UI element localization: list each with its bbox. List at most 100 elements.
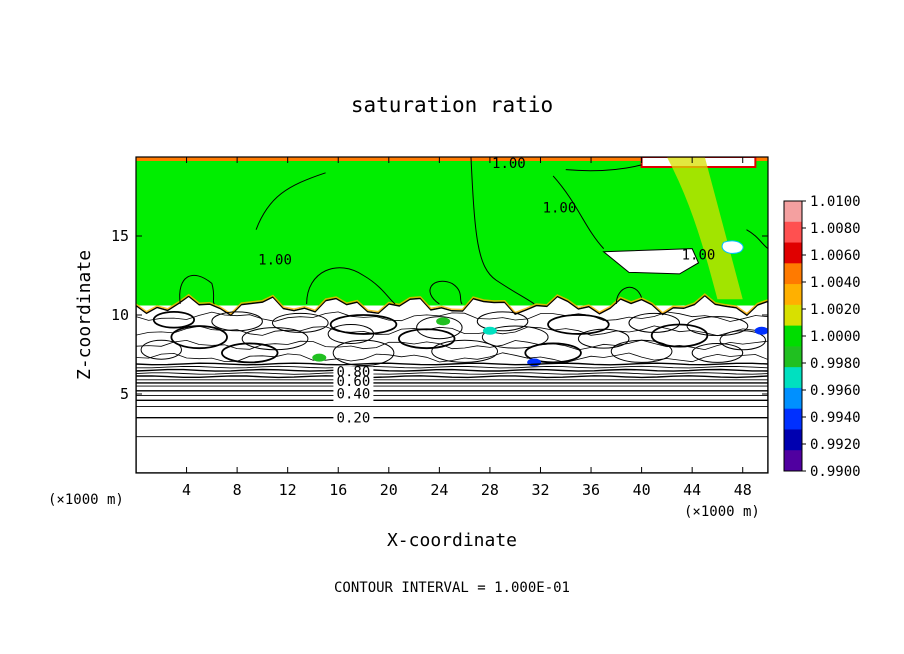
supersaturated-region (136, 157, 768, 306)
colorbar-swatch-12 (784, 450, 802, 472)
colorbar-swatch-6 (784, 325, 802, 347)
colorbar-label-4: 1.0020 (810, 302, 861, 318)
x-tick-label-8: 36 (582, 481, 600, 499)
cloud-contour-20 (431, 339, 499, 363)
contour-label-bg-6 (333, 388, 374, 402)
colorbar: 1.0100 1.0080 1.0060 1.0040 1.0020 1.0000 0.99… (783, 194, 861, 480)
strat-contour-2 (136, 368, 768, 372)
y-axis-ticks: 5 10 15 (111, 227, 768, 403)
cloud-contour-18 (221, 342, 279, 364)
strat-contour-3 (136, 372, 768, 375)
cloud-contour-15 (650, 323, 709, 348)
cloud-patch-0 (312, 353, 327, 362)
x-tick-label-5: 24 (430, 481, 448, 499)
colorbar-label-10: 0.9900 (810, 464, 861, 480)
upper-contour-0 (255, 172, 326, 230)
colorbar-swatch-11 (784, 429, 802, 451)
colorbar-swatch-9 (784, 387, 802, 410)
cloud-contour-5 (476, 311, 529, 332)
contour-label-7: 0.20 (337, 410, 371, 426)
x-tick-label-11: 48 (734, 481, 752, 499)
x-tick-label-2: 12 (279, 481, 297, 499)
colorbar-label-1: 1.0080 (810, 221, 861, 237)
x-tick-label-4: 20 (380, 481, 398, 499)
contour-label-0: 1.00 (492, 156, 526, 172)
cloud-patch-2 (436, 317, 451, 326)
cloud-contour-12 (398, 328, 456, 350)
y-tick-label-1: 10 (111, 306, 129, 324)
colorbar-swatch-10 (784, 408, 802, 430)
cloud-wave-2 (136, 339, 768, 351)
x-tick-label-1: 8 (233, 481, 242, 499)
colorbar-label-5: 1.0000 (810, 329, 861, 345)
x-tick-label-6: 28 (481, 481, 499, 499)
cloud-patch-1 (482, 326, 497, 335)
upper-contour-3 (470, 157, 535, 305)
colorbar-label-0: 1.0100 (810, 194, 861, 210)
upper-contour-5 (565, 164, 642, 172)
strat-contour-0 (136, 362, 768, 366)
contour-label-1: 1.00 (543, 200, 577, 216)
x-axis-label: X-coordinate (387, 530, 517, 551)
y-tick-label-0: 5 (120, 385, 129, 403)
upper-contour-2 (306, 267, 396, 305)
colorbar-swatch-5 (784, 304, 802, 327)
top-strip (136, 157, 768, 161)
colorbar-label-7: 0.9960 (810, 383, 861, 399)
cloud-contour-13 (481, 325, 549, 349)
cloud-contour-16 (719, 330, 766, 351)
upper-contour-6 (746, 229, 768, 250)
colorbar-swatch-7 (784, 346, 802, 368)
contour-label-bg-5 (333, 376, 374, 390)
x-tick-label-10: 44 (683, 481, 701, 499)
colorbar-swatch-3 (784, 263, 802, 285)
pocket-small (721, 240, 744, 254)
cloud-top-boundary (136, 294, 768, 473)
y-tick-label-2: 15 (111, 227, 129, 245)
yellow-band (666, 157, 743, 300)
cloud-patch-3 (754, 326, 768, 335)
cloud-contour-7 (628, 312, 681, 333)
contour-interval-footer: CONTOUR INTERVAL = 1.000E-01 (334, 580, 570, 596)
cloud-contour-4 (416, 316, 463, 340)
colorbar-swatch-4 (784, 284, 802, 306)
pocket-upper-right (602, 248, 700, 275)
contour-label-5: 0.60 (337, 374, 371, 390)
colorbar-label-6: 0.9980 (810, 356, 861, 372)
cloud-contour-2 (272, 312, 329, 333)
upper-contour-4 (552, 175, 605, 249)
cloud-wave-3 (136, 352, 768, 364)
cloud-contour-23 (691, 342, 744, 363)
colorbar-label-8: 0.9940 (810, 410, 861, 426)
cloud-wave-0 (136, 311, 768, 322)
upper-contour-7 (429, 280, 463, 305)
colorbar-swatch-1 (784, 221, 802, 244)
cloud-contour-17 (140, 339, 183, 360)
cloud-contour-6 (547, 314, 610, 335)
cloud-contour-14 (577, 328, 630, 349)
x-tick-label-3: 16 (329, 481, 347, 499)
x-units-left: (×1000 m) (48, 492, 124, 508)
x-axis-ticks: 4 8 12 16 20 24 28 32 36 40 44 48 (182, 157, 752, 499)
colorbar-swatch-8 (784, 367, 802, 389)
cloud-contour-1 (211, 311, 263, 332)
contour-label-3: 1.00 (682, 248, 716, 264)
chart-title: saturation ratio (351, 93, 553, 117)
x-tick-label-0: 4 (182, 481, 191, 499)
colorbar-label-9: 0.9920 (810, 437, 861, 453)
upper-contour-8 (615, 286, 643, 304)
colorbar-label-3: 1.0040 (810, 275, 861, 291)
upper-contour-1 (179, 274, 215, 305)
colorbar-swatch-2 (784, 242, 802, 264)
strat-contour-4 (136, 375, 768, 379)
colorbar-label-2: 1.0060 (810, 248, 861, 264)
plot-area: 1.001.001.00 1.000.800.600.400.20 (136, 156, 768, 473)
cloud-contour-3 (329, 314, 398, 335)
x-tick-label-9: 40 (633, 481, 651, 499)
colorbar-swatch-0 (784, 201, 802, 223)
contour-label-bg-7 (333, 412, 374, 426)
strat-contour-1 (136, 365, 768, 369)
y-axis-label: Z-coordinate (74, 250, 95, 380)
cloud-wave-1 (136, 325, 768, 337)
